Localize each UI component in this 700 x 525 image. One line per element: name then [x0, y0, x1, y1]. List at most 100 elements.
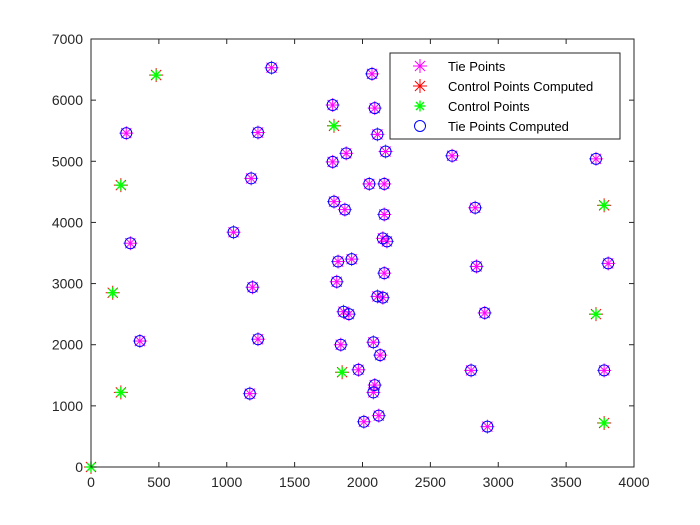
data-point — [372, 409, 385, 422]
data-point — [330, 275, 343, 288]
data-point — [378, 208, 391, 221]
data-point — [377, 266, 392, 281]
legend-label: Control Points — [448, 99, 530, 114]
data-point — [250, 125, 265, 140]
data-point — [470, 260, 483, 273]
data-point — [337, 305, 350, 318]
data-point — [365, 66, 380, 81]
data-point — [357, 415, 370, 428]
data-point — [589, 152, 602, 165]
data-point — [374, 349, 387, 362]
legend-marker — [414, 120, 426, 132]
legend-item: Control Points — [414, 99, 530, 114]
y-axis: 0 1000 2000 3000 4000 5000 6000 7000 — [52, 31, 634, 475]
legend: Tie Points Control Points Computed Control… — [389, 52, 621, 140]
data-point — [367, 386, 380, 399]
data-point — [123, 236, 138, 251]
data-point — [371, 408, 386, 423]
data-point — [336, 366, 348, 378]
data-point — [337, 202, 352, 217]
data-point — [150, 69, 162, 81]
data-point — [251, 333, 264, 346]
x-tick-label: 3500 — [551, 474, 582, 490]
data-point — [332, 255, 345, 268]
legend-item: Tie Points Computed — [414, 119, 569, 134]
data-point — [367, 378, 382, 393]
data-point — [244, 171, 259, 186]
data-point — [342, 308, 355, 321]
x-tick-label: 4000 — [618, 474, 649, 490]
data-point — [378, 267, 391, 280]
data-point — [380, 235, 393, 248]
x-tick-label: 0 — [87, 474, 95, 490]
data-point — [598, 364, 611, 377]
legend-marker — [413, 79, 427, 93]
data-markers — [84, 60, 616, 474]
data-point — [327, 195, 340, 208]
data-point — [245, 172, 258, 185]
data-point — [242, 386, 257, 401]
data-point — [338, 203, 351, 216]
data-point — [477, 305, 492, 320]
data-point — [124, 237, 137, 250]
data-point — [328, 120, 340, 132]
data-point — [340, 147, 353, 160]
data-point — [377, 176, 392, 191]
data-point — [326, 155, 339, 168]
data-point — [464, 363, 479, 378]
data-point — [378, 144, 393, 159]
data-point — [264, 60, 279, 75]
data-point — [363, 177, 376, 190]
legend-marker — [413, 59, 427, 73]
data-point — [366, 67, 379, 80]
data-point — [107, 287, 119, 299]
data-point — [115, 179, 127, 191]
y-tick-label: 2000 — [52, 337, 83, 353]
data-point — [378, 177, 391, 190]
data-point — [478, 306, 491, 319]
plot-frame — [90, 38, 635, 468]
legend-item: Control Points Computed — [413, 79, 593, 94]
y-tick-label: 6000 — [52, 92, 83, 108]
data-point — [339, 146, 354, 161]
x-tick-label: 500 — [147, 474, 171, 490]
data-point — [245, 280, 260, 295]
data-point — [468, 200, 483, 215]
data-point — [326, 194, 341, 209]
data-point — [371, 290, 384, 303]
data-point — [250, 332, 265, 347]
data-point — [368, 379, 381, 392]
data-point — [469, 201, 482, 214]
data-point — [598, 199, 610, 211]
data-point — [368, 102, 381, 115]
data-point — [334, 338, 347, 351]
y-tick-label: 3000 — [52, 276, 83, 292]
x-tick-label: 1000 — [211, 474, 242, 490]
data-point — [465, 364, 478, 377]
y-tick-label: 4000 — [52, 214, 83, 230]
data-point — [133, 335, 146, 348]
data-point — [333, 337, 348, 352]
data-point — [265, 61, 278, 74]
data-point — [325, 98, 340, 113]
data-point — [356, 414, 371, 429]
data-point — [246, 281, 259, 294]
data-point — [120, 127, 133, 140]
data-point — [377, 207, 392, 222]
x-axis: 0 500 1000 1500 2000 2500 3000 3500 4000 — [87, 39, 650, 490]
series-control-points — [85, 69, 610, 473]
data-point — [481, 420, 494, 433]
data-point — [590, 308, 602, 320]
series-tie-points-computed — [120, 61, 615, 433]
data-point — [445, 148, 460, 163]
data-point — [326, 99, 339, 112]
data-point — [344, 252, 359, 267]
data-point — [376, 291, 389, 304]
data-point — [367, 336, 380, 349]
data-point — [226, 225, 241, 240]
legend-label: Tie Points Computed — [448, 119, 569, 134]
data-point — [598, 417, 610, 429]
data-point — [243, 387, 256, 400]
data-point — [469, 259, 484, 274]
